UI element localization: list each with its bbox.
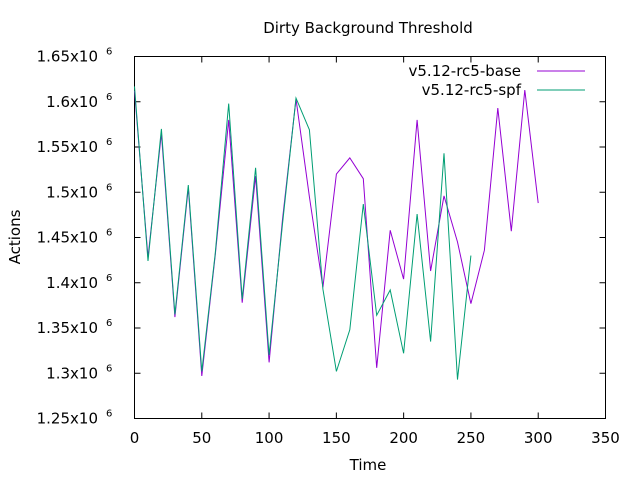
x-tick-label: 350 — [591, 429, 620, 447]
y-tick-label: 1.5x10 — [46, 183, 98, 201]
y-tick-mantissa: 1.6x10 — [46, 93, 98, 111]
y-axis-ticks: 1.25x10 6 1.3x10 6 1.35x10 6 1.4x10 6 1.45x10 6 1.… — [37, 47, 606, 428]
series-line-v5.12-rc5-spf — [134, 86, 472, 380]
y-tick-exponent: 6 — [106, 318, 112, 329]
y-tick-label: 1.3x10 — [46, 364, 98, 382]
y-tick-label: 1.65x10 — [37, 48, 98, 66]
x-axis-title: Time — [349, 456, 387, 474]
y-axis-title: Actions — [6, 209, 24, 264]
x-tick-label: 150 — [322, 429, 351, 447]
y-tick-label: 1.6x10 — [46, 93, 98, 111]
y-tick-label: 1.4x10 — [46, 274, 98, 292]
series-line-v5.12-rc5-base — [134, 89, 539, 377]
y-tick-label: 1.55x10 — [37, 138, 98, 156]
y-tick-mantissa: 1.3x10 — [46, 364, 98, 382]
y-tick-exponent: 6 — [106, 363, 112, 374]
series-lines — [134, 86, 539, 380]
x-tick-label: 50 — [192, 429, 211, 447]
y-tick-exponent: 6 — [106, 182, 112, 193]
y-tick-mantissa: 1.5x10 — [46, 183, 98, 201]
legend-label: v5.12-rc5-spf — [422, 81, 522, 99]
y-tick-mantissa: 1.55x10 — [37, 138, 98, 156]
y-tick-mantissa: 1.35x10 — [37, 319, 98, 337]
x-tick-label: 100 — [255, 429, 284, 447]
y-tick-exponent: 6 — [106, 228, 112, 239]
x-tick-label: 300 — [524, 429, 553, 447]
y-tick-exponent: 6 — [106, 92, 112, 103]
y-tick-mantissa: 1.65x10 — [37, 48, 98, 66]
x-axis-ticks: 0 50 100 150 200 250 300 350 — [130, 56, 620, 447]
y-tick-exponent: 6 — [106, 137, 112, 148]
y-tick-label: 1.35x10 — [37, 319, 98, 337]
y-tick-exponent: 6 — [106, 273, 112, 284]
legend-label: v5.12-rc5-base — [409, 62, 522, 80]
y-tick-exponent: 6 — [106, 409, 112, 420]
x-tick-label: 0 — [130, 429, 140, 447]
plot-area-frame — [134, 56, 606, 419]
chart-title: Dirty Background Threshold — [263, 19, 473, 37]
y-tick-mantissa: 1.45x10 — [37, 229, 98, 247]
y-tick-exponent: 6 — [106, 47, 112, 58]
y-tick-mantissa: 1.25x10 — [37, 410, 98, 428]
y-tick-label: 1.45x10 — [37, 229, 98, 247]
x-tick-label: 200 — [389, 429, 418, 447]
y-tick-mantissa: 1.4x10 — [46, 274, 98, 292]
x-tick-label: 250 — [457, 429, 486, 447]
y-tick-label: 1.25x10 — [37, 410, 98, 428]
